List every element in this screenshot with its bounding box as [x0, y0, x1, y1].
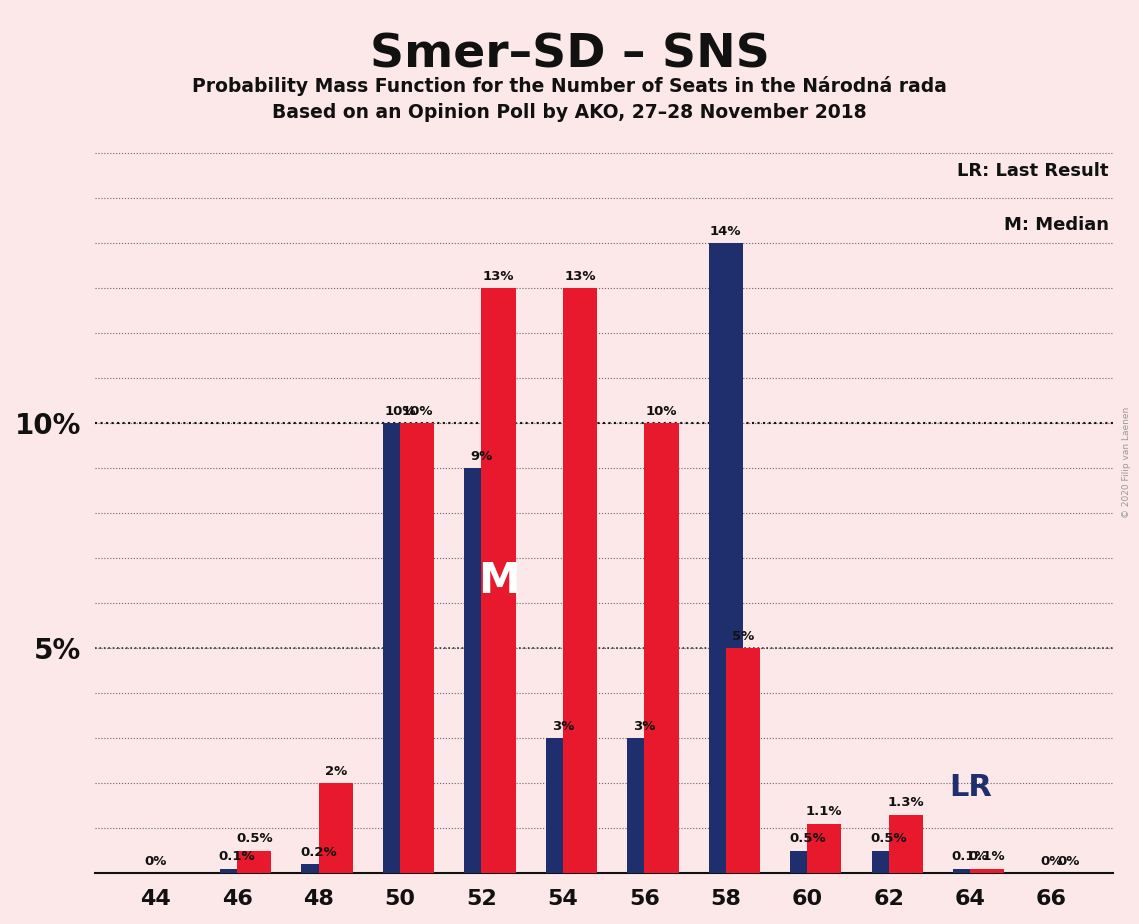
Text: 0%: 0% [145, 855, 166, 868]
Bar [383, 423, 417, 873]
Bar [546, 738, 580, 873]
Text: 13%: 13% [564, 270, 596, 283]
Text: 3%: 3% [633, 720, 656, 733]
Text: Probability Mass Function for the Number of Seats in the Národná rada: Probability Mass Function for the Number… [192, 76, 947, 96]
Text: 0.1%: 0.1% [219, 850, 255, 863]
Text: Based on an Opinion Poll by AKO, 27–28 November 2018: Based on an Opinion Poll by AKO, 27–28 N… [272, 103, 867, 123]
Text: 1.3%: 1.3% [887, 796, 924, 809]
Text: 0%: 0% [1057, 855, 1080, 868]
Bar [970, 869, 1005, 873]
Text: LR: Last Result: LR: Last Result [957, 162, 1108, 180]
Bar [220, 869, 254, 873]
Text: 0.5%: 0.5% [236, 833, 272, 845]
Text: 13%: 13% [483, 270, 515, 283]
Bar [465, 468, 499, 873]
Text: M: M [477, 560, 519, 602]
Text: LR: LR [950, 773, 992, 802]
Bar [319, 783, 353, 873]
Bar [790, 850, 825, 873]
Text: 0.5%: 0.5% [870, 833, 907, 845]
Bar [708, 243, 743, 873]
Bar [808, 823, 842, 873]
Text: 10%: 10% [646, 405, 678, 418]
Text: 0%: 0% [1040, 855, 1063, 868]
Bar [482, 288, 516, 873]
Text: 0.1%: 0.1% [969, 850, 1006, 863]
Text: 10%: 10% [384, 405, 416, 418]
Text: 9%: 9% [470, 450, 492, 463]
Text: 0.2%: 0.2% [301, 845, 337, 858]
Text: 1.1%: 1.1% [806, 805, 843, 818]
Text: 3%: 3% [551, 720, 574, 733]
Bar [888, 815, 923, 873]
Text: © 2020 Filip van Laenen: © 2020 Filip van Laenen [1122, 407, 1131, 517]
Bar [628, 738, 662, 873]
Bar [726, 648, 760, 873]
Bar [871, 850, 906, 873]
Text: M: Median: M: Median [1003, 216, 1108, 234]
Text: 10%: 10% [401, 405, 433, 418]
Bar [953, 869, 988, 873]
Text: 5%: 5% [731, 629, 754, 642]
Text: 2%: 2% [325, 765, 346, 778]
Bar [645, 423, 679, 873]
Text: 0.5%: 0.5% [789, 833, 826, 845]
Text: 0.1%: 0.1% [952, 850, 989, 863]
Bar [563, 288, 597, 873]
Bar [302, 864, 336, 873]
Text: Smer–SD – SNS: Smer–SD – SNS [369, 32, 770, 78]
Bar [237, 850, 271, 873]
Text: 14%: 14% [710, 225, 741, 237]
Bar [400, 423, 434, 873]
